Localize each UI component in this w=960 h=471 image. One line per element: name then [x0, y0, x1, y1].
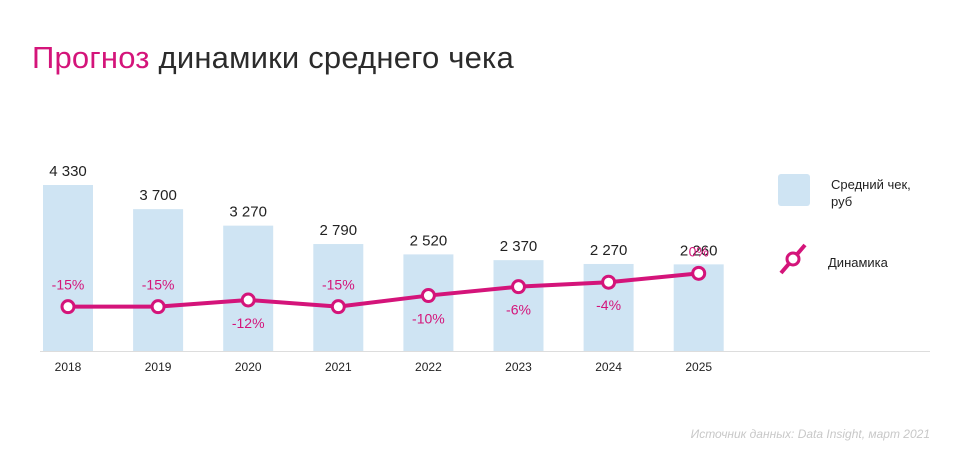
- dynamics-value-label: -15%: [52, 277, 85, 293]
- dynamics-value-label: -6%: [506, 302, 531, 318]
- title-rest: динамики среднего чека: [158, 40, 514, 75]
- dynamics-point: [691, 265, 707, 281]
- x-tick-label: 2025: [685, 360, 712, 374]
- legend-bar-swatch: [778, 174, 810, 206]
- x-tick-label: 2018: [55, 360, 82, 374]
- dynamics-point: [330, 299, 346, 315]
- x-tick-label: 2021: [325, 360, 352, 374]
- x-tick-label: 2023: [505, 360, 532, 374]
- x-tick-label: 2024: [595, 360, 622, 374]
- dynamics-point: [601, 274, 617, 290]
- bar: [493, 260, 544, 351]
- bar-value-label: 3 700: [139, 187, 177, 204]
- bar-value-label: 2 270: [590, 242, 628, 259]
- bar: [43, 185, 93, 351]
- bar-value-label: 2 370: [500, 238, 538, 255]
- x-tick-label: 2022: [415, 360, 442, 374]
- dynamics-value-label: -15%: [322, 277, 355, 293]
- dynamics-point: [60, 299, 76, 315]
- dynamics-point: [240, 292, 256, 308]
- dynamics-value-label: 0%: [689, 243, 709, 259]
- title-accent: Прогноз: [32, 40, 150, 75]
- x-tick-label: 2020: [235, 360, 262, 374]
- dynamics-value-label: -10%: [412, 311, 445, 327]
- chart-title: Прогноз динамики среднего чека: [32, 40, 514, 76]
- dynamics-point: [150, 299, 166, 315]
- bar-value-label: 3 270: [229, 204, 267, 221]
- legend-line-marker: [785, 251, 801, 267]
- bar-value-label: 2 260: [680, 242, 718, 259]
- source-note: Источник данных: Data Insight, март 2021: [690, 427, 930, 441]
- bar-value-label: 2 520: [410, 232, 448, 249]
- legend-bar-label: Средний чек, руб: [831, 177, 911, 209]
- bar: [133, 209, 184, 351]
- x-tick-label: 2019: [145, 360, 172, 374]
- bar: [223, 225, 274, 351]
- legend-line-label: Динамика: [828, 255, 888, 270]
- bar-value-label: 2 790: [320, 222, 358, 239]
- dynamics-line: [68, 271, 699, 309]
- dynamics-value-label: -12%: [232, 315, 265, 331]
- dynamics-value-label: -4%: [596, 297, 621, 313]
- dynamics-point: [511, 279, 526, 295]
- bar: [313, 244, 364, 351]
- dynamics-point: [420, 288, 436, 304]
- bar-value-label: 4 330: [49, 163, 87, 180]
- dynamics-value-label: -15%: [142, 277, 175, 293]
